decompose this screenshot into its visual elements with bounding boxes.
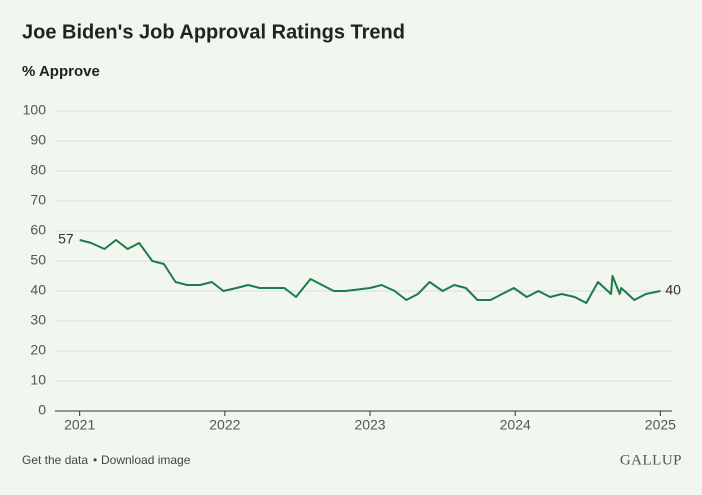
y-tick-label: 40 (30, 282, 46, 298)
footer-link[interactable]: Get the data (22, 453, 88, 467)
chart-subtitle: % Approve (22, 63, 100, 80)
y-tick-label: 100 (23, 102, 47, 118)
y-tick-label: 70 (30, 192, 46, 208)
x-tick-label: 2024 (500, 417, 531, 433)
data-label: 40 (665, 282, 681, 298)
y-tick-label: 50 (30, 252, 46, 268)
line (79, 239, 661, 304)
y-tick-label: 20 (30, 342, 46, 358)
y-tick-label: 60 (30, 222, 46, 238)
x-tick-label: 2021 (64, 417, 95, 433)
chart-title: Joe Biden's Job Approval Ratings Trend (22, 21, 405, 43)
x-tick-label: 2025 (645, 417, 676, 433)
x-tick-label: 2022 (209, 417, 240, 433)
y-tick-label: 90 (30, 132, 46, 148)
x-tick-label: 2023 (354, 417, 385, 433)
brand-logo: GALLUP (620, 452, 682, 468)
data-label: 57 (58, 231, 74, 247)
y-tick-label: 10 (30, 372, 46, 388)
footer-link[interactable]: Download image (101, 453, 191, 467)
y-tick-label: 80 (30, 162, 46, 178)
footer-separator: • (93, 453, 97, 467)
y-tick-label: 0 (38, 402, 46, 418)
y-tick-label: 30 (30, 312, 46, 328)
